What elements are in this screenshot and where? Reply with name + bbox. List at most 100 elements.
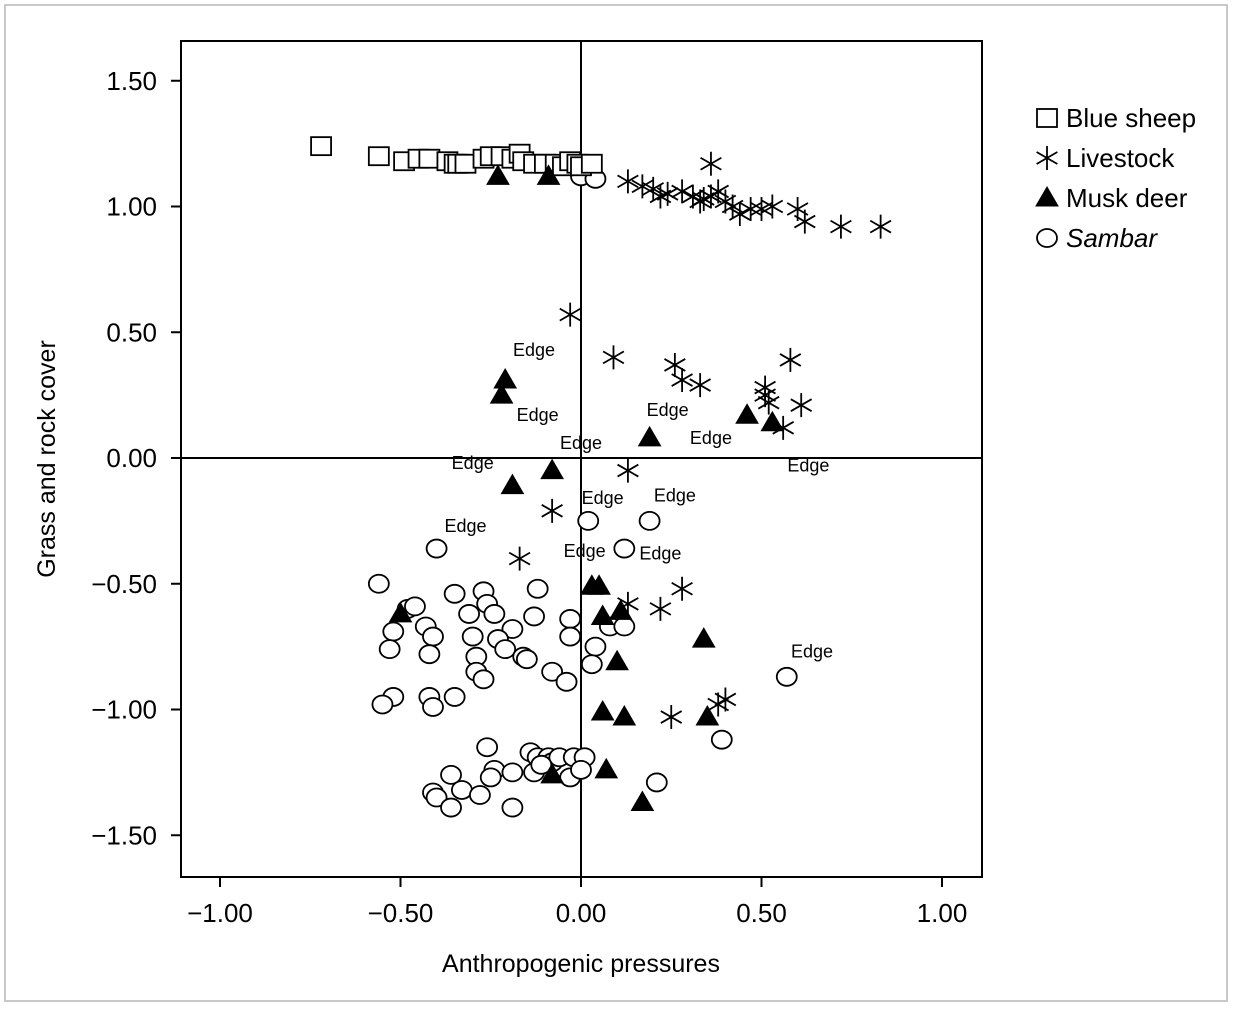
livestock-point — [656, 181, 679, 206]
sambar-point — [501, 762, 524, 783]
image-frame — [4, 4, 1228, 1002]
sambar-point — [461, 626, 484, 647]
sambar-point — [494, 639, 517, 660]
sambar-point — [577, 510, 600, 531]
musk-deer-point — [489, 383, 514, 404]
sambar-point — [523, 606, 545, 627]
sambar-point — [425, 538, 448, 559]
edge-annotation: Edge — [690, 428, 732, 448]
musk-deer-point — [735, 403, 759, 424]
edge-annotation: Edge — [647, 400, 689, 420]
musk-deer-point — [630, 790, 655, 812]
y-tick-label: −1.50 — [91, 820, 157, 850]
y-tick-label: 1.00 — [106, 192, 157, 222]
legend-marker-musk-deer — [1035, 186, 1059, 207]
livestock-point — [617, 458, 639, 483]
livestock-point — [754, 383, 776, 408]
edge-annotation: Edge — [791, 642, 833, 662]
y-axis-title: Grass and rock cover — [33, 340, 61, 578]
x-tick-label: −1.00 — [187, 898, 253, 928]
livestock-point — [671, 576, 693, 601]
sambar-point — [450, 780, 473, 800]
edge-annotation: Edge — [444, 516, 486, 536]
musk-deer-point — [540, 762, 564, 784]
blue-sheep-point — [580, 153, 603, 174]
points-layer — [310, 136, 892, 818]
blue-sheep-point — [418, 148, 441, 169]
sambar-point — [422, 626, 444, 647]
sambar-point — [555, 671, 578, 692]
sambar-point — [371, 694, 394, 715]
sambar-point — [422, 697, 444, 717]
edge-annotation: Edge — [452, 453, 494, 473]
sambar-point — [501, 797, 524, 818]
livestock-point — [757, 390, 780, 415]
blue-sheep-point — [310, 136, 332, 157]
x-axis-title: Anthropogenic pressures — [442, 950, 720, 978]
legend-label-livestock: Livestock — [1066, 143, 1175, 173]
y-tick-label: −1.00 — [91, 695, 157, 725]
sambar-point — [440, 797, 462, 818]
livestock-point — [617, 169, 639, 194]
y-tick-label: 0.00 — [106, 443, 157, 473]
sambar-point — [440, 764, 462, 785]
musk-deer-point — [637, 425, 662, 447]
x-tick-label: 0.50 — [736, 898, 787, 928]
sambar-point — [570, 759, 592, 780]
axes-layer: −1.00 −0.50 0.00 0.50 1.00 1.50 1.00 0.50 0.00 −0… — [91, 41, 982, 928]
sambar-point — [418, 644, 441, 665]
livestock-point — [671, 368, 693, 393]
livestock-point — [714, 687, 737, 712]
livestock-point — [559, 302, 582, 327]
edge-annotation: Edge — [564, 541, 606, 561]
musk-deer-point — [500, 473, 525, 495]
y-tick-label: 0.50 — [106, 317, 157, 347]
sambar-point — [469, 785, 491, 805]
sambar-point — [580, 654, 603, 675]
x-tick-label: 0.00 — [556, 898, 607, 928]
sambar-point — [526, 578, 549, 599]
sambar-point — [710, 729, 733, 750]
livestock-point — [739, 197, 762, 222]
sambar-point — [559, 609, 582, 629]
edge-annotation: Edge — [517, 405, 559, 425]
livestock-point — [790, 393, 813, 418]
x-tick-label: −0.50 — [368, 898, 434, 928]
sambar-point — [367, 573, 390, 594]
musk-deer-point — [691, 627, 716, 648]
sambar-point — [638, 510, 661, 531]
legend-marker-sambar — [1036, 228, 1058, 248]
sambar-point — [613, 538, 636, 559]
musk-deer-point — [760, 410, 785, 432]
livestock-point — [660, 705, 683, 730]
sambar-point — [483, 604, 506, 624]
legend-label-sambar: Sambar — [1066, 223, 1158, 253]
blue-sheep-point — [367, 146, 390, 167]
sambar-point — [501, 619, 524, 639]
musk-deer-point — [540, 458, 564, 480]
livestock-point — [541, 498, 563, 523]
musk-deer-point — [388, 601, 413, 623]
sambar-point — [645, 772, 668, 793]
livestock-point — [728, 202, 751, 227]
sambar-point — [443, 583, 466, 604]
livestock-point — [508, 546, 531, 571]
x-tick-label: 1.00 — [917, 898, 968, 928]
musk-deer-point — [605, 649, 629, 671]
sambar-point — [775, 666, 798, 687]
sambar-point — [378, 639, 401, 660]
edge-annotation: Edge — [582, 488, 624, 508]
sambar-point — [443, 687, 466, 707]
legend-marker-blue-sheep — [1036, 108, 1058, 128]
sambar-point — [515, 649, 538, 670]
legend-label-musk-deer: Musk deer — [1066, 183, 1188, 213]
musk-deer-point — [612, 705, 637, 726]
blue-sheep-point — [454, 153, 477, 174]
livestock-point — [793, 209, 816, 234]
musk-deer-point — [590, 700, 615, 721]
sambar-point — [425, 787, 448, 808]
edge-annotation: Edge — [787, 456, 829, 476]
musk-deer-point — [486, 164, 510, 185]
livestock-point — [779, 347, 802, 372]
